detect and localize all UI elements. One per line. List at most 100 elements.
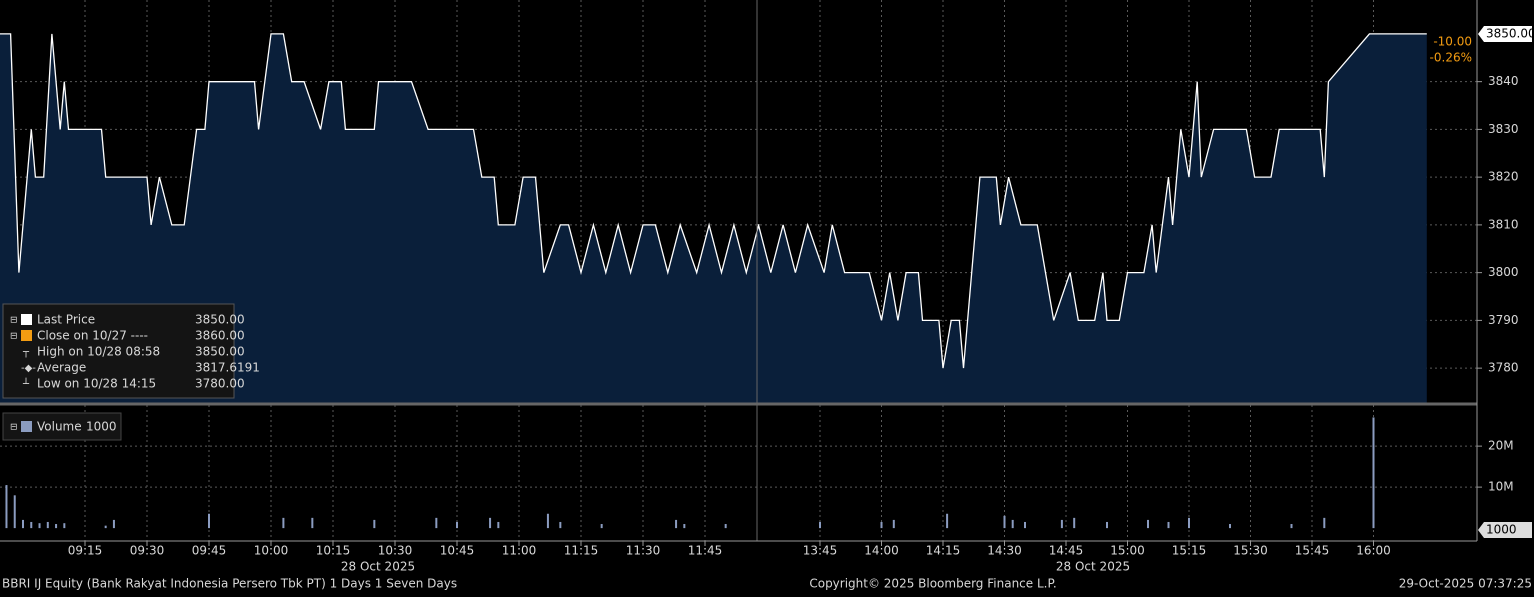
legend-value: 3817.6191 — [195, 361, 260, 375]
legend-icon: ⊟ — [10, 423, 18, 433]
x-tick-label: 11:00 — [502, 544, 537, 558]
legend-value: 1000 — [86, 420, 117, 434]
footer-right: 29-Oct-2025 07:37:25 — [1399, 577, 1532, 591]
x-tick-label: 10:15 — [316, 544, 351, 558]
legend-icon: -◆- — [21, 363, 36, 374]
x-tick-label: 15:45 — [1295, 544, 1330, 558]
volume-bar — [559, 521, 562, 529]
volume-bar — [1290, 524, 1293, 529]
volume-bar — [1003, 515, 1006, 529]
volume-bar — [104, 525, 107, 529]
y-tick-label: 20M — [1488, 439, 1514, 453]
legend-icon: ┴ — [22, 377, 30, 390]
x-date-label: 28 Oct 2025 — [1056, 560, 1130, 574]
footer-left: BBRI IJ Equity (Bank Rakyat Indonesia Pe… — [2, 577, 457, 591]
legend-label: Volume — [37, 420, 82, 434]
change-pct: -0.26% — [1430, 51, 1472, 65]
x-tick-label: 14:45 — [1049, 544, 1084, 558]
legend-swatch — [21, 314, 32, 325]
volume-bar — [5, 485, 8, 529]
y-tick-label: 3840 — [1488, 74, 1519, 88]
legend-value: 3860.00 — [195, 329, 245, 343]
x-tick-label: 14:30 — [987, 544, 1022, 558]
legend-swatch — [21, 330, 32, 341]
x-tick-label: 09:15 — [68, 544, 103, 558]
volume-last-label: 1000 — [1486, 523, 1517, 537]
volume-bar — [55, 524, 58, 529]
volume-bar — [892, 519, 895, 529]
volume-bar — [282, 517, 285, 529]
legend-label: Last Price — [37, 313, 95, 327]
volume-bar — [1011, 519, 1014, 529]
legend-label: Low on 10/28 14:15 — [37, 377, 156, 391]
x-tick-label: 11:45 — [688, 544, 723, 558]
volume-bar — [38, 523, 41, 529]
y-tick-label: 3790 — [1488, 313, 1519, 327]
x-tick-label: 11:15 — [564, 544, 599, 558]
volume-bar — [1188, 517, 1190, 529]
legend-value: 3850.00 — [195, 345, 245, 359]
volume-bar — [1073, 517, 1076, 529]
last-price-tag — [1478, 26, 1532, 42]
volume-bar — [1060, 519, 1063, 529]
x-tick-label: 15:15 — [1172, 544, 1207, 558]
volume-bar — [30, 521, 33, 529]
volume-bar — [112, 519, 115, 529]
legend-label: Average — [37, 361, 86, 375]
legend-box — [2, 303, 235, 399]
legend-label: High on 10/28 08:58 — [37, 345, 160, 359]
volume-bar — [311, 517, 314, 529]
volume-bar — [1372, 417, 1375, 529]
last-price-label: 3850.00 — [1486, 27, 1534, 41]
x-tick-label: 16:00 — [1356, 544, 1391, 558]
volume-bar — [435, 517, 438, 529]
volume-bar — [600, 524, 603, 529]
volume-bar — [819, 521, 821, 529]
x-tick-label: 14:15 — [926, 544, 961, 558]
volume-bar — [880, 521, 883, 529]
volume-bar — [1147, 519, 1149, 529]
volume-bar — [63, 523, 66, 529]
volume-bar — [546, 513, 549, 529]
x-tick-label: 10:30 — [378, 544, 413, 558]
volume-tag — [1478, 522, 1532, 538]
x-tick-label: 09:30 — [130, 544, 165, 558]
x-tick-label: 11:30 — [626, 544, 661, 558]
volume-bar — [13, 495, 16, 529]
volume-bar — [1024, 521, 1026, 529]
volume-bar — [22, 519, 24, 529]
y-tick-label: 3820 — [1488, 170, 1519, 184]
volume-legend: ⊟ Volume 1000 — [2, 412, 122, 441]
volume-bar — [1323, 517, 1326, 529]
volume-bar — [724, 524, 727, 529]
volume-bar — [497, 521, 500, 529]
legend-icon: ┬ — [22, 347, 30, 358]
volume-bar — [208, 513, 210, 529]
price-area — [0, 33, 1427, 403]
y-tick-label: 3810 — [1488, 217, 1519, 231]
x-tick-label: 09:45 — [192, 544, 227, 558]
volume-bar — [46, 521, 49, 529]
x-tick-label: 10:45 — [440, 544, 475, 558]
footer-center: Copyright© 2025 Bloomberg Finance L.P. — [809, 577, 1056, 591]
volume-bar — [489, 517, 492, 529]
legend-label: Close on 10/27 ---- — [37, 329, 148, 343]
y-tick-label: 3800 — [1488, 265, 1519, 279]
legend-icon: ⊟ — [10, 316, 18, 326]
change: -10.00 — [1433, 35, 1472, 49]
volume-bar — [373, 519, 376, 529]
x-date-label: 28 Oct 2025 — [341, 560, 415, 574]
legend-icon: ⊟ — [10, 332, 18, 342]
volume-bar — [1106, 521, 1108, 529]
volume-bar — [946, 513, 949, 529]
y-tick-label: 3830 — [1488, 122, 1519, 136]
x-tick-label: 10:00 — [254, 544, 289, 558]
x-tick-label: 15:00 — [1110, 544, 1145, 558]
volume-bar — [1167, 521, 1170, 529]
x-tick-label: 15:30 — [1233, 544, 1268, 558]
price-line — [0, 33, 1427, 369]
legend-value: 3850.00 — [195, 313, 245, 327]
volume-bar — [1229, 524, 1231, 529]
volume-bar — [683, 524, 686, 529]
